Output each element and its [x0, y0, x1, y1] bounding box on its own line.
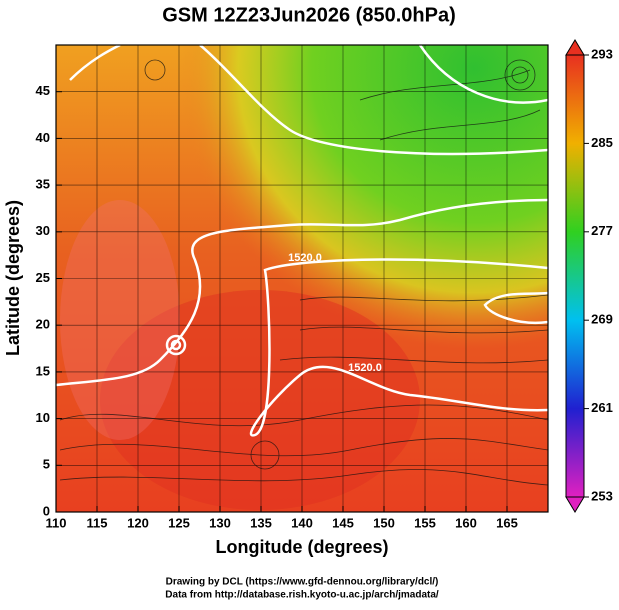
contour-label: 1520.0	[288, 252, 322, 264]
x-tick-label: 150	[373, 515, 395, 530]
x-tick-label: 110	[46, 515, 67, 530]
colorbar-cap	[565, 496, 585, 513]
footer: Data from http://database.rish.kyoto-u.a…	[165, 590, 439, 601]
x-tick-label: 115	[87, 515, 108, 530]
colorbar	[565, 54, 585, 498]
x-tick-label: 165	[496, 515, 518, 530]
colorbar-tick-label: 277	[591, 223, 613, 238]
y-tick-label: 10	[36, 410, 50, 425]
colorbar-tick-label: 253	[591, 488, 613, 503]
x-tick-label: 145	[332, 515, 354, 530]
x-tick-label: 155	[414, 515, 436, 530]
x-tick-label: 125	[168, 515, 190, 530]
footer: Drawing by DCL (https://www.gfd-dennou.o…	[166, 577, 439, 588]
y-tick-label: 15	[36, 363, 50, 378]
colorbar-tick-label: 285	[591, 135, 613, 150]
y-tick-label: 25	[36, 270, 50, 285]
colorbar-cap	[565, 39, 585, 56]
x-tick-label: 140	[291, 515, 313, 530]
y-tick-label: 20	[36, 317, 50, 332]
x-tick-label: 135	[250, 515, 272, 530]
x-tick-label: 130	[209, 515, 231, 530]
y-axis-label: Latitude (degrees)	[3, 200, 23, 356]
y-tick-label: 45	[36, 83, 50, 98]
contour-label: 1520.0	[348, 362, 382, 374]
field	[56, 45, 548, 512]
y-tick-label: 0	[43, 503, 50, 518]
colorbar-tick-label: 269	[591, 312, 613, 327]
x-axis-label: Longitude (degrees)	[215, 537, 388, 557]
x-tick-label: 120	[127, 515, 149, 530]
colorbar-tick-label: 261	[591, 400, 613, 415]
y-tick-label: 5	[43, 457, 50, 472]
colorbar-tick-label: 293	[591, 46, 613, 61]
y-tick-label: 40	[36, 130, 50, 145]
x-tick-label: 160	[455, 515, 477, 530]
title: GSM 12Z23Jun2026 (850.0hPa)	[162, 4, 455, 26]
y-tick-label: 35	[36, 177, 50, 192]
y-tick-label: 30	[36, 223, 50, 238]
